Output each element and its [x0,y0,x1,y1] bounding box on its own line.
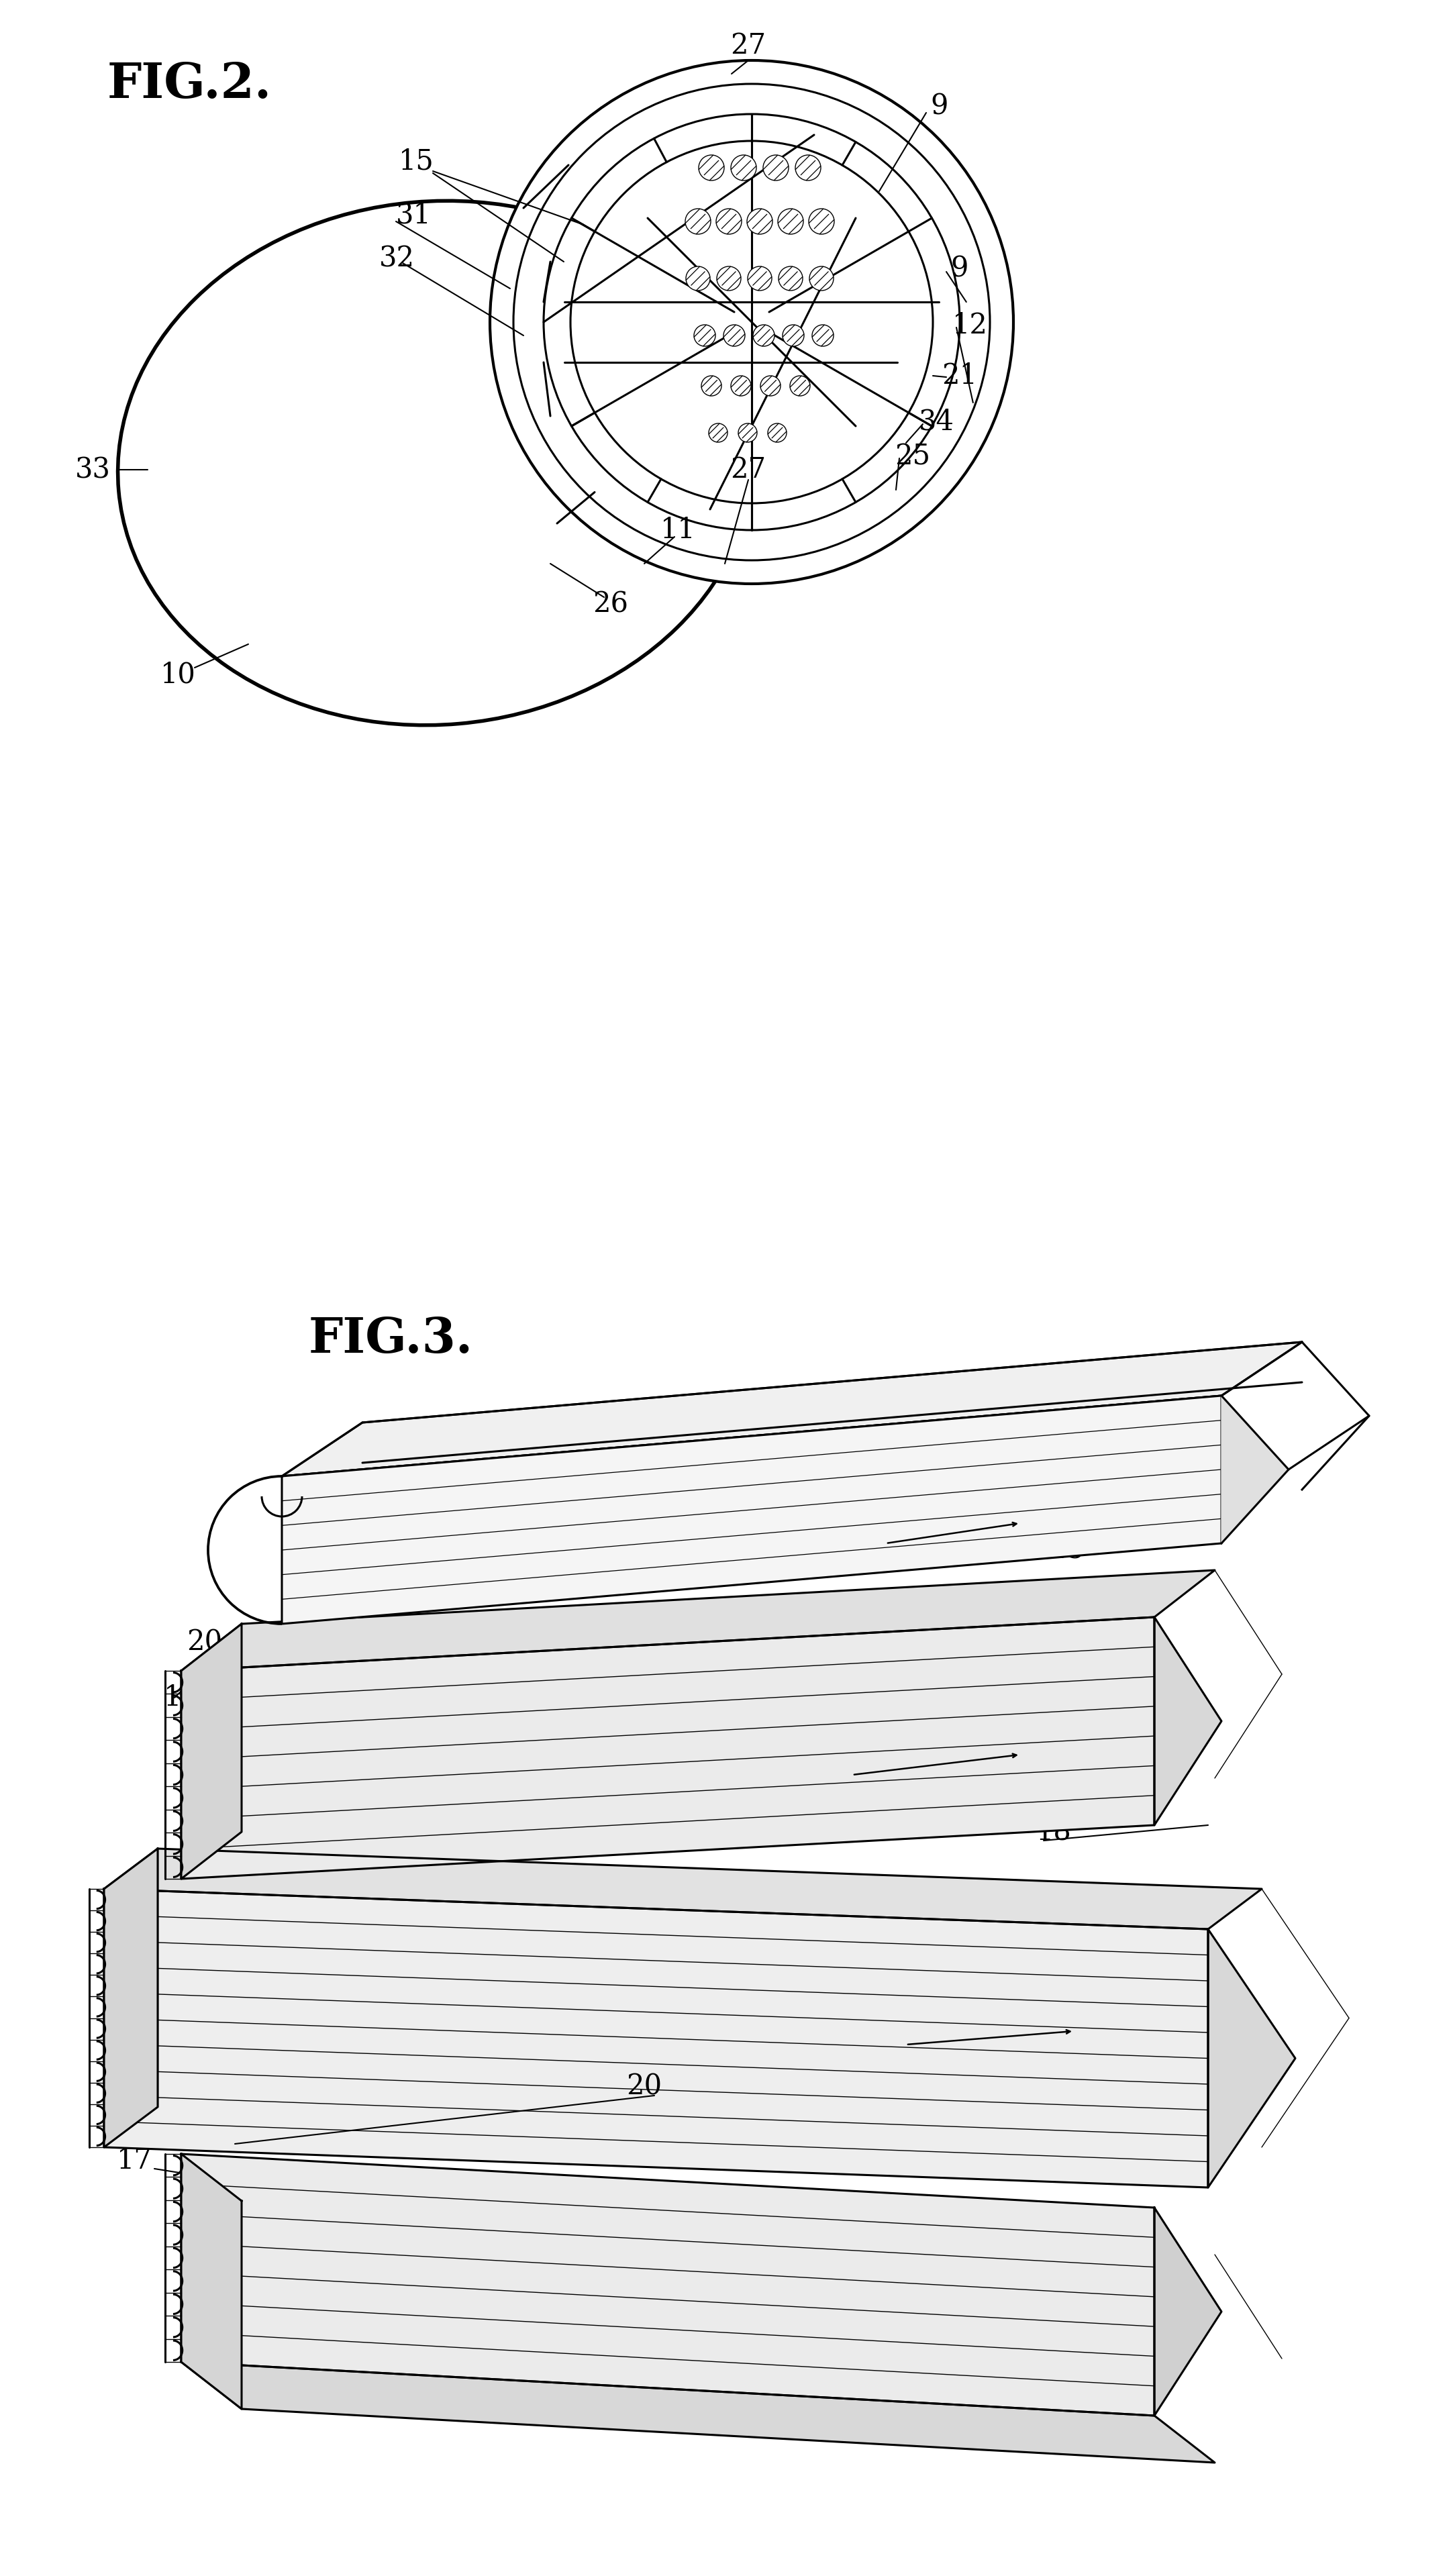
Text: 16: 16 [164,1685,199,1710]
Circle shape [701,376,721,397]
Text: 9: 9 [930,93,949,121]
Text: 15: 15 [399,147,434,175]
Text: 25: 25 [895,443,930,471]
Circle shape [779,265,802,291]
Circle shape [698,155,724,180]
Polygon shape [181,1618,1155,1878]
Text: 18: 18 [1036,1819,1071,1847]
Circle shape [717,265,741,291]
Circle shape [782,325,804,345]
Circle shape [694,325,715,345]
Circle shape [717,209,741,234]
Circle shape [810,265,833,291]
Polygon shape [104,1888,1209,2187]
Ellipse shape [118,201,755,726]
Text: 17: 17 [116,2146,152,2174]
Circle shape [544,113,959,531]
Polygon shape [281,1342,1302,1476]
Text: 12: 12 [952,312,988,340]
Text: 9: 9 [950,255,969,283]
Text: 26: 26 [593,590,628,618]
Text: 27: 27 [730,31,766,59]
Text: 15: 15 [1049,1535,1085,1564]
Circle shape [763,155,788,180]
Polygon shape [281,1396,1222,1623]
Polygon shape [104,1850,1262,1929]
Circle shape [490,59,1013,585]
Polygon shape [1155,2208,1222,2416]
Circle shape [753,325,775,345]
Circle shape [731,155,756,180]
Text: FIG.2.: FIG.2. [107,59,271,108]
Text: 20: 20 [187,1628,222,1656]
Polygon shape [181,2154,1155,2416]
Circle shape [570,142,933,502]
Circle shape [731,376,752,397]
Circle shape [724,325,744,345]
Text: 21: 21 [942,361,978,389]
Circle shape [514,85,990,562]
Polygon shape [1155,1618,1222,1826]
Polygon shape [1222,1396,1288,1543]
Polygon shape [181,1623,242,1878]
Text: 27: 27 [730,456,766,484]
Polygon shape [181,2362,1214,2463]
Polygon shape [104,1850,158,2148]
Circle shape [685,209,711,234]
Text: FIG.3.: FIG.3. [309,1316,473,1363]
Text: 12: 12 [106,1891,142,1919]
Polygon shape [1209,1929,1296,2187]
Circle shape [778,209,804,234]
Circle shape [813,325,833,345]
Circle shape [795,155,821,180]
Circle shape [760,376,781,397]
Text: 11: 11 [660,515,695,544]
Polygon shape [181,1571,1214,1672]
Text: 33: 33 [75,456,110,484]
Circle shape [768,422,786,443]
Circle shape [747,265,772,291]
Circle shape [686,265,710,291]
Text: 10: 10 [160,659,196,688]
Text: 34: 34 [918,407,953,435]
Text: 20: 20 [627,2074,662,2102]
Circle shape [747,209,772,234]
Polygon shape [181,2154,242,2409]
Circle shape [739,422,757,443]
Circle shape [708,422,727,443]
Text: 31: 31 [396,201,431,229]
Circle shape [789,376,810,397]
Circle shape [808,209,834,234]
Text: 32: 32 [379,245,415,273]
